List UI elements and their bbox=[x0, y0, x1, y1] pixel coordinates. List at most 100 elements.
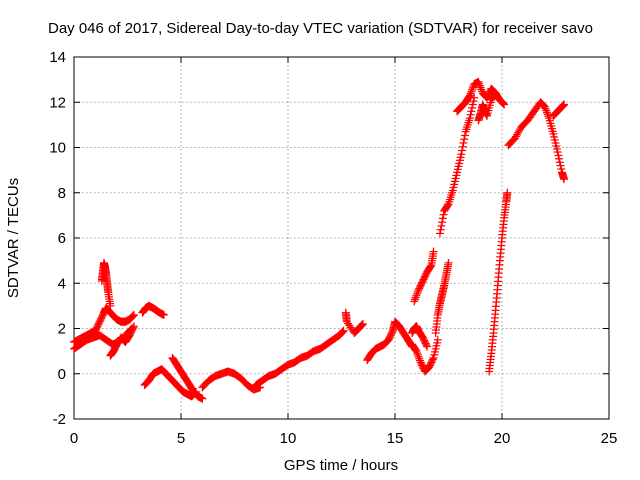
series-sat-m bbox=[408, 322, 432, 351]
series-sat-t bbox=[504, 98, 569, 184]
x-tick-label: 25 bbox=[601, 430, 618, 447]
y-tick-label: 0 bbox=[58, 366, 66, 383]
data-point bbox=[338, 327, 347, 336]
y-tick-label: 10 bbox=[49, 140, 66, 157]
y-tick-label: -2 bbox=[53, 411, 66, 428]
series-sat-i bbox=[251, 326, 348, 390]
grid bbox=[74, 57, 609, 419]
data-point bbox=[474, 77, 483, 86]
data-point bbox=[438, 218, 447, 227]
x-tick-label: 0 bbox=[70, 430, 78, 447]
series-sat-r bbox=[474, 89, 500, 125]
x-axis-label: GPS time / hours bbox=[284, 457, 398, 474]
data-point bbox=[490, 90, 499, 99]
data-point bbox=[469, 97, 478, 106]
series-sat-d bbox=[106, 322, 138, 360]
data-points bbox=[70, 77, 569, 403]
data-point bbox=[459, 138, 468, 147]
y-tick-label: 12 bbox=[49, 94, 66, 111]
data-point bbox=[414, 352, 423, 361]
data-point bbox=[503, 188, 512, 197]
data-point bbox=[499, 99, 508, 108]
data-point bbox=[423, 342, 432, 351]
data-point bbox=[198, 394, 207, 403]
data-point bbox=[413, 350, 422, 359]
data-point bbox=[465, 91, 474, 100]
data-point bbox=[540, 102, 549, 111]
data-point bbox=[357, 321, 366, 330]
y-tick-label: 14 bbox=[49, 49, 66, 66]
data-point bbox=[466, 89, 475, 98]
data-point bbox=[491, 89, 500, 98]
data-point bbox=[554, 151, 563, 160]
data-point bbox=[475, 79, 484, 88]
data-point bbox=[415, 356, 424, 365]
data-point bbox=[433, 335, 442, 344]
y-tick-label: 2 bbox=[58, 321, 66, 338]
data-point bbox=[338, 328, 347, 337]
data-point bbox=[436, 225, 445, 234]
data-point bbox=[560, 100, 569, 109]
data-point bbox=[543, 110, 552, 119]
series-sat-k bbox=[363, 317, 417, 365]
series-sat-g bbox=[168, 353, 207, 403]
data-point bbox=[437, 221, 446, 230]
data-point bbox=[555, 154, 564, 163]
data-point bbox=[339, 326, 348, 335]
data-point bbox=[428, 355, 437, 364]
data-point bbox=[358, 320, 367, 329]
data-point bbox=[468, 83, 477, 92]
data-point bbox=[477, 85, 486, 94]
data-point bbox=[412, 291, 421, 300]
data-point bbox=[129, 322, 138, 331]
data-point bbox=[129, 310, 138, 319]
y-axis-label: SDTVAR / TECUs bbox=[5, 178, 22, 298]
series-sat-p bbox=[435, 93, 479, 238]
y-axis: -2 0 2 4 6 8 10 12 14 bbox=[49, 49, 609, 428]
data-point bbox=[556, 161, 565, 170]
data-point bbox=[476, 83, 485, 92]
data-point bbox=[555, 158, 564, 167]
series-sat-s bbox=[485, 188, 512, 376]
data-point bbox=[467, 107, 476, 116]
data-point bbox=[498, 99, 507, 108]
data-point bbox=[457, 150, 466, 159]
data-point bbox=[458, 146, 467, 155]
y-tick-label: 4 bbox=[58, 275, 66, 292]
data-point bbox=[458, 142, 467, 151]
data-point bbox=[553, 148, 562, 157]
data-point bbox=[411, 293, 420, 302]
series-sat-a bbox=[70, 304, 138, 347]
data-point bbox=[410, 295, 419, 304]
y-tick-label: 6 bbox=[58, 230, 66, 247]
data-point bbox=[542, 106, 551, 115]
data-point bbox=[468, 100, 477, 109]
data-point bbox=[468, 103, 477, 112]
data-point bbox=[439, 210, 448, 219]
series-sat-c bbox=[97, 258, 115, 310]
data-point bbox=[475, 81, 484, 90]
data-point bbox=[443, 201, 452, 210]
data-point bbox=[460, 131, 469, 140]
data-point bbox=[426, 262, 435, 271]
x-tick-label: 20 bbox=[494, 430, 511, 447]
data-point bbox=[129, 311, 138, 320]
data-point bbox=[542, 108, 551, 117]
data-point bbox=[159, 310, 168, 319]
data-point bbox=[422, 341, 431, 350]
x-tick-label: 10 bbox=[280, 430, 297, 447]
data-point bbox=[410, 297, 419, 306]
series-sat-u bbox=[549, 100, 569, 120]
series-sat-e bbox=[138, 301, 168, 319]
data-point bbox=[128, 312, 137, 321]
data-point bbox=[129, 323, 138, 332]
data-point bbox=[466, 110, 475, 119]
series-sat-n bbox=[410, 247, 438, 306]
y-tick-label: 8 bbox=[58, 185, 66, 202]
series-sat-j bbox=[341, 308, 367, 338]
data-point bbox=[468, 85, 477, 94]
data-point bbox=[560, 175, 569, 184]
data-point bbox=[557, 164, 566, 173]
data-point bbox=[444, 258, 453, 267]
